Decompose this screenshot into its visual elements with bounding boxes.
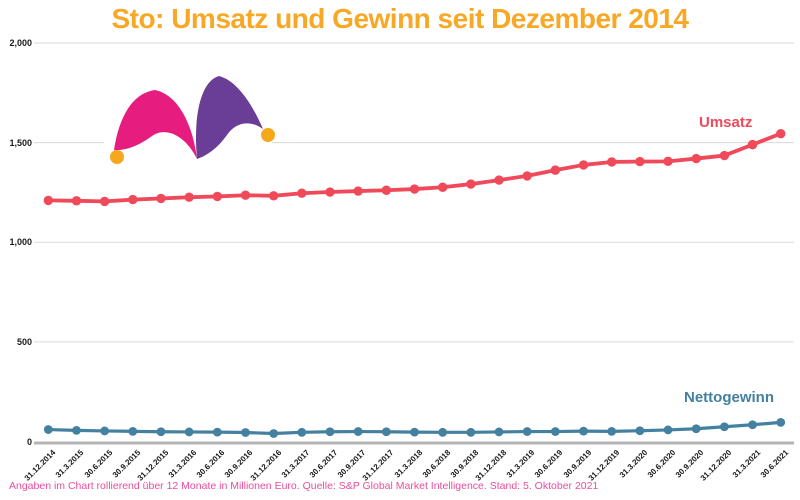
data-point-nettogewinn [381,427,391,437]
data-point-umsatz [381,185,392,195]
source-note: Angaben im Chart rollierend über 12 Mona… [9,480,599,492]
data-point-nettogewinn [550,427,560,436]
data-point-umsatz [607,157,617,167]
data-point-umsatz [466,179,476,189]
data-point-nettogewinn [748,420,757,430]
data-point-nettogewinn [100,426,110,436]
data-point-umsatz [212,191,223,202]
data-point-umsatz [297,188,307,198]
data-point-umsatz [240,190,251,200]
data-point-umsatz [776,128,786,139]
data-point-nettogewinn [43,425,53,434]
y-tick-label: 500 [16,336,32,347]
data-point-nettogewinn [241,428,250,437]
data-point-nettogewinn [128,426,138,436]
data-point-umsatz [578,160,589,170]
data-point-umsatz [325,187,335,197]
data-point-umsatz [156,193,166,204]
jester-hat-right-horn [195,76,263,159]
data-point-nettogewinn [72,425,81,435]
data-point-nettogewinn [410,427,419,437]
data-point-umsatz [494,175,504,185]
jester-hat-left-ball [110,150,124,164]
data-point-umsatz [719,150,730,161]
data-point-nettogewinn [297,427,307,437]
data-point-nettogewinn [466,427,476,437]
data-point-nettogewinn [325,427,335,437]
series-label-nettogewinn: Nettogewinn [684,389,774,406]
data-point-umsatz [663,156,673,167]
data-point-umsatz [71,196,82,206]
data-point-umsatz [635,156,645,167]
data-point-umsatz [522,171,532,181]
data-point-umsatz [128,194,138,205]
y-tick-label: 0 [26,436,32,447]
series-label-umsatz: Umsatz [699,114,753,131]
data-point-umsatz [184,192,194,202]
data-point-nettogewinn [522,427,532,436]
chart-title: Sto: Umsatz und Gewinn seit Dezember 201… [111,3,690,34]
data-point-nettogewinn [663,425,673,435]
y-tick-label: 2,000 [9,38,32,48]
data-point-nettogewinn [579,426,588,436]
y-tick-label: 1,500 [9,137,32,148]
data-point-nettogewinn [635,426,645,436]
data-point-nettogewinn [691,424,701,434]
y-tick-label: 1,000 [9,237,32,248]
data-point-umsatz [43,195,53,206]
data-point-nettogewinn [156,427,166,437]
data-point-nettogewinn [184,427,194,437]
data-point-nettogewinn [438,427,448,437]
data-point-umsatz [550,165,561,175]
data-point-umsatz [99,196,110,207]
data-point-umsatz [437,182,448,192]
data-point-umsatz [268,191,279,201]
data-point-nettogewinn [776,417,786,427]
data-point-nettogewinn [607,426,617,436]
data-point-nettogewinn [353,427,363,436]
jester-hat-left-horn [114,90,197,159]
data-point-nettogewinn [719,422,729,432]
data-point-umsatz [691,153,701,164]
data-point-nettogewinn [212,427,222,437]
jester-hat-logo [104,76,275,168]
data-point-nettogewinn [269,429,279,438]
data-point-nettogewinn [494,427,504,437]
jester-hat-right-ball [261,128,275,142]
data-point-umsatz [747,139,758,150]
data-point-umsatz [409,184,420,194]
data-point-umsatz [353,186,363,196]
